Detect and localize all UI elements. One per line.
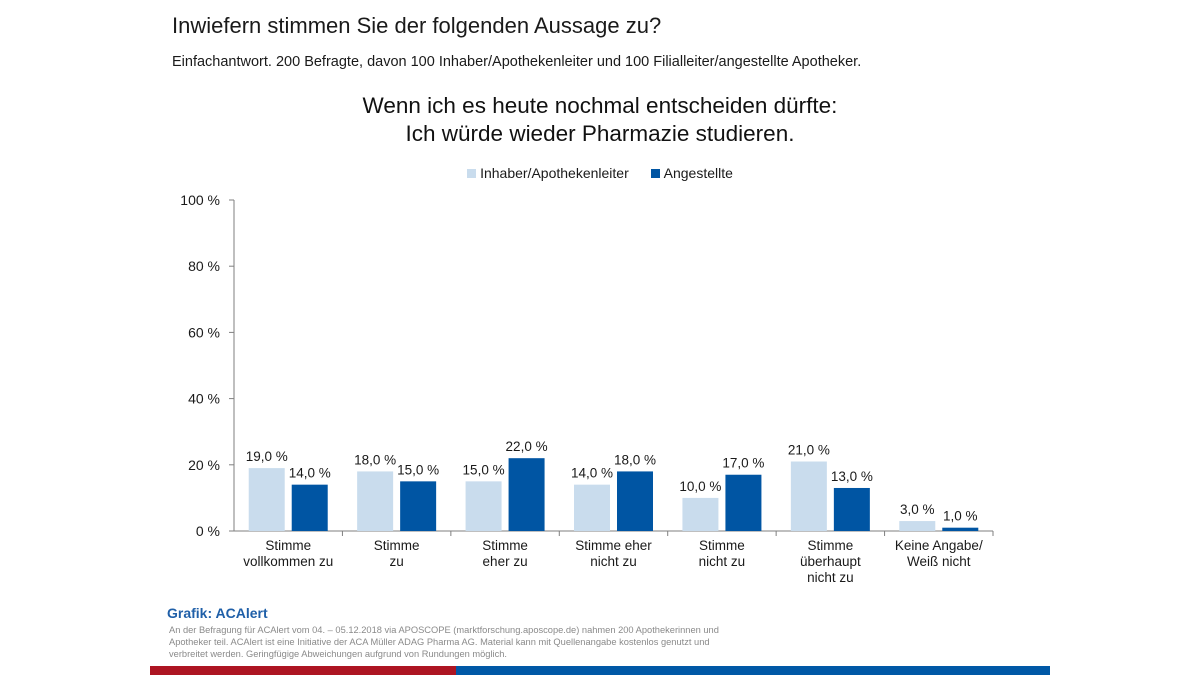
y-tick-label: 60 % [188, 324, 220, 340]
footnote: An der Befragung für ACAlert vom 04. – 0… [169, 625, 719, 659]
x-category-label-line: Keine Angabe/ [895, 538, 983, 553]
x-category-label-line: nicht zu [807, 570, 854, 585]
legend-swatch-inhaber [467, 169, 477, 178]
data-label: 14,0 % [289, 466, 331, 481]
data-label: 13,0 % [831, 469, 873, 484]
x-category-label: Stimme eher zu [482, 538, 528, 569]
legend-label-inhaber: Inhaber/Apothekenleiter [480, 165, 629, 181]
data-label: 15,0 % [397, 462, 439, 477]
y-tick-label: 100 % [180, 192, 220, 208]
x-category-label-line: nicht zu [699, 554, 746, 569]
page-subtitle: Einfachantwort. 200 Befragte, davon 100 … [172, 54, 862, 70]
x-category-label-line: vollkommen zu [243, 554, 333, 569]
chart-legend: Inhaber/Apothekenleiter Angestellte [0, 165, 1200, 181]
y-tick-label: 80 % [188, 258, 220, 274]
bar-angestellte [833, 487, 870, 531]
data-label: 1,0 % [943, 509, 978, 524]
page-title: Inwiefern stimmen Sie der folgenden Auss… [172, 13, 662, 38]
x-category-label-line: Weiß nicht [907, 554, 971, 569]
x-category-label-line: Stimme [807, 538, 853, 553]
data-label: 22,0 % [506, 439, 548, 454]
legend-item-angestellte: Angestellte [650, 165, 733, 181]
x-category-label: Keine Angabe/Weiß nicht [895, 538, 983, 569]
x-category-label: Stimme eher nicht zu [575, 538, 652, 569]
bar-inhaber [465, 481, 502, 531]
bar-inhaber [357, 471, 394, 531]
bar-inhaber [899, 521, 936, 531]
bar-angestellte [942, 527, 979, 531]
bar-inhaber [574, 484, 610, 531]
bar-inhaber [248, 468, 285, 531]
footer-accent-blue [456, 666, 1050, 675]
data-label: 19,0 % [246, 449, 288, 464]
x-category-label-line: eher zu [483, 554, 528, 569]
data-label: 21,0 % [788, 442, 830, 457]
y-tick-label: 0 % [196, 523, 220, 539]
x-category-label-line: zu [390, 554, 404, 569]
data-label: 14,0 % [571, 466, 613, 481]
bar-inhaber [682, 497, 719, 531]
source-credit: Grafik: ACAlert [167, 605, 268, 621]
x-category-label: Stimme zu [374, 538, 420, 569]
x-category-label-line: Stimme [699, 538, 745, 553]
chart-title-line-1: Wenn ich es heute nochmal entscheiden dü… [362, 93, 838, 118]
bar-angestellte [617, 471, 653, 531]
bar-angestellte [508, 458, 545, 531]
data-label: 10,0 % [679, 479, 721, 494]
y-tick-label: 20 % [188, 457, 220, 473]
x-category-label: Stimme vollkommen zu [243, 538, 333, 569]
legend-label-angestellte: Angestellte [663, 165, 733, 181]
data-label: 18,0 % [614, 452, 656, 467]
bar-angestellte [400, 481, 437, 531]
x-category-label: Stimme nicht zu [699, 538, 746, 569]
legend-swatch-angestellte [650, 169, 660, 178]
footer-accent-red [150, 666, 456, 675]
x-category-label-line: nicht zu [590, 554, 637, 569]
data-label: 15,0 % [463, 462, 505, 477]
chart-title: Wenn ich es heute nochmal entscheiden dü… [300, 92, 900, 148]
bar-angestellte [725, 474, 762, 531]
x-category-label-line: Stimme [374, 538, 420, 553]
chart-title-line-2: Ich würde wieder Pharmazie studieren. [405, 121, 795, 146]
bar-angestellte [291, 484, 328, 531]
bar-inhaber [790, 461, 827, 531]
data-label: 17,0 % [722, 456, 764, 471]
x-category-label-line: überhaupt [800, 554, 861, 569]
x-category-label-line: Stimme eher [575, 538, 652, 553]
data-label: 18,0 % [354, 452, 396, 467]
legend-item-inhaber: Inhaber/Apothekenleiter [467, 165, 629, 181]
x-category-label: Stimme überhaupt nicht zu [800, 538, 861, 585]
x-category-label-line: Stimme [482, 538, 528, 553]
y-tick-label: 40 % [188, 391, 220, 407]
data-label: 3,0 % [900, 502, 935, 517]
x-category-label-line: Stimme [265, 538, 311, 553]
